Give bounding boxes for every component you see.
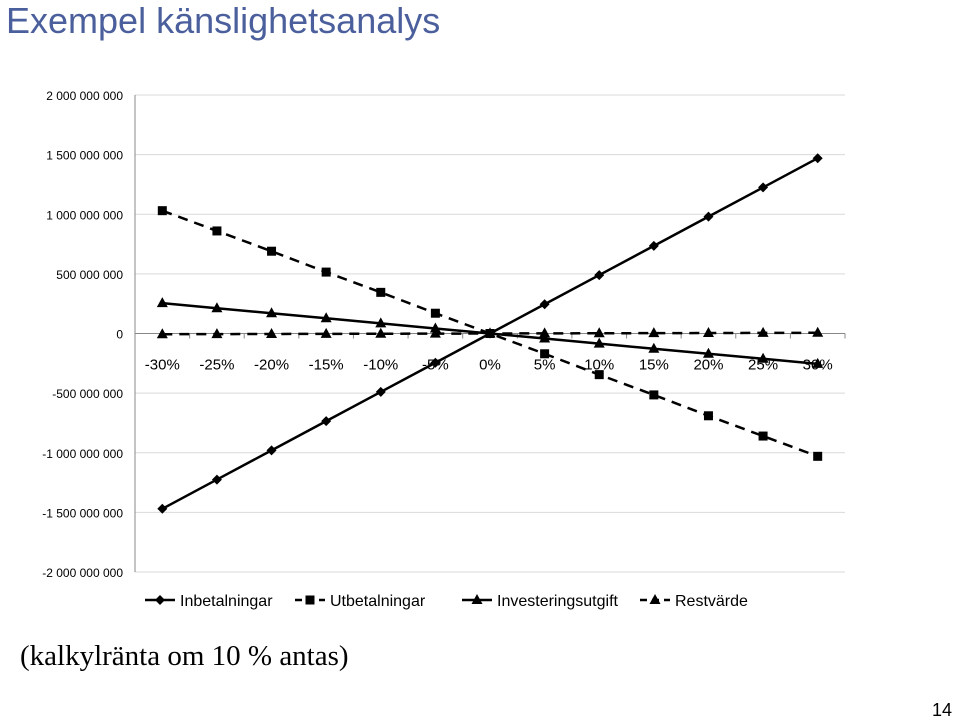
y-tick-label: -1 500 000 000 (42, 506, 123, 520)
data-point (375, 386, 386, 397)
data-point (321, 267, 331, 277)
data-point (757, 326, 769, 337)
x-tick-label: 0% (479, 357, 501, 374)
data-point (484, 327, 496, 338)
data-point (648, 240, 659, 251)
data-point (156, 328, 168, 339)
y-tick-label: 2 000 000 000 (46, 89, 123, 103)
data-point (430, 308, 440, 318)
y-tick-label: 0 (116, 328, 123, 342)
data-point (156, 297, 168, 308)
data-point (211, 474, 222, 485)
data-point (266, 327, 278, 338)
series-lines (156, 153, 824, 514)
data-point (430, 357, 441, 368)
x-tick-label: 20% (693, 357, 723, 374)
data-point (594, 370, 604, 380)
data-point (703, 411, 713, 421)
x-tick-label: 15% (639, 357, 669, 374)
data-point (812, 153, 823, 164)
x-tick-label: 25% (748, 357, 778, 374)
x-tick-label: -25% (199, 357, 234, 374)
data-point (648, 342, 660, 353)
data-point (539, 332, 551, 343)
data-point (320, 312, 332, 323)
x-tick-label: 10% (584, 357, 614, 374)
data-point (757, 352, 769, 363)
discount-rate-note: (kalkylränta om 10 % antas) (20, 640, 349, 672)
y-tick-label: -2 000 000 000 (42, 566, 123, 580)
y-tick-label: 500 000 000 (56, 268, 123, 282)
data-point (758, 431, 768, 441)
y-tick-label: 1 000 000 000 (46, 208, 123, 222)
data-point (648, 327, 660, 338)
legend-marker (305, 595, 315, 605)
data-point (266, 445, 277, 456)
data-point (429, 322, 441, 333)
legend-marker (155, 595, 165, 605)
legend-label: Investeringsutgift (497, 593, 619, 610)
data-point (157, 206, 167, 216)
data-point (812, 326, 824, 337)
legend-marker (649, 594, 661, 604)
data-point (321, 416, 332, 427)
y-tick-label: -1 000 000 000 (42, 447, 123, 461)
data-point (266, 307, 278, 318)
x-tick-label: -30% (145, 357, 180, 374)
data-point (539, 327, 551, 338)
data-point (702, 347, 714, 358)
data-point (375, 327, 387, 338)
data-point (539, 299, 550, 310)
data-point (702, 327, 714, 338)
data-point (267, 246, 277, 256)
data-point (211, 328, 223, 339)
x-tick-label: -15% (309, 357, 344, 374)
data-point (429, 327, 441, 338)
data-point (593, 327, 605, 338)
data-point (212, 226, 222, 236)
slide-title: Exempel känslighetsanalys (6, 0, 441, 41)
chart-legend: Inbetalningar Utbetalningar Investeringsut… (145, 593, 748, 610)
data-point (540, 349, 550, 359)
x-tick-label: -20% (254, 357, 289, 374)
legend-marker (471, 594, 483, 604)
data-point (320, 327, 332, 338)
data-point (649, 390, 659, 400)
data-point (375, 317, 387, 328)
data-point (157, 503, 168, 514)
page-number: 14 (931, 700, 952, 720)
y-tick-label: -500 000 000 (52, 387, 123, 401)
data-point (376, 287, 386, 297)
axes: 2 000 000 000 1 500 000 000 1 000 000 000 5… (42, 89, 846, 580)
legend-label: Inbetalningar (180, 593, 273, 610)
y-tick-label: 1 500 000 000 (46, 149, 123, 163)
legend-label: Restvärde (675, 593, 748, 610)
x-tick-label: 5% (534, 357, 556, 374)
data-point (211, 302, 223, 313)
data-point (594, 270, 605, 281)
legend-label: Utbetalningar (330, 593, 426, 610)
data-point (703, 211, 714, 222)
data-point (593, 337, 605, 348)
data-point (813, 451, 823, 461)
data-point (812, 357, 824, 368)
gridlines (135, 94, 845, 573)
x-tick-label: -10% (363, 357, 398, 374)
data-point (758, 182, 769, 193)
